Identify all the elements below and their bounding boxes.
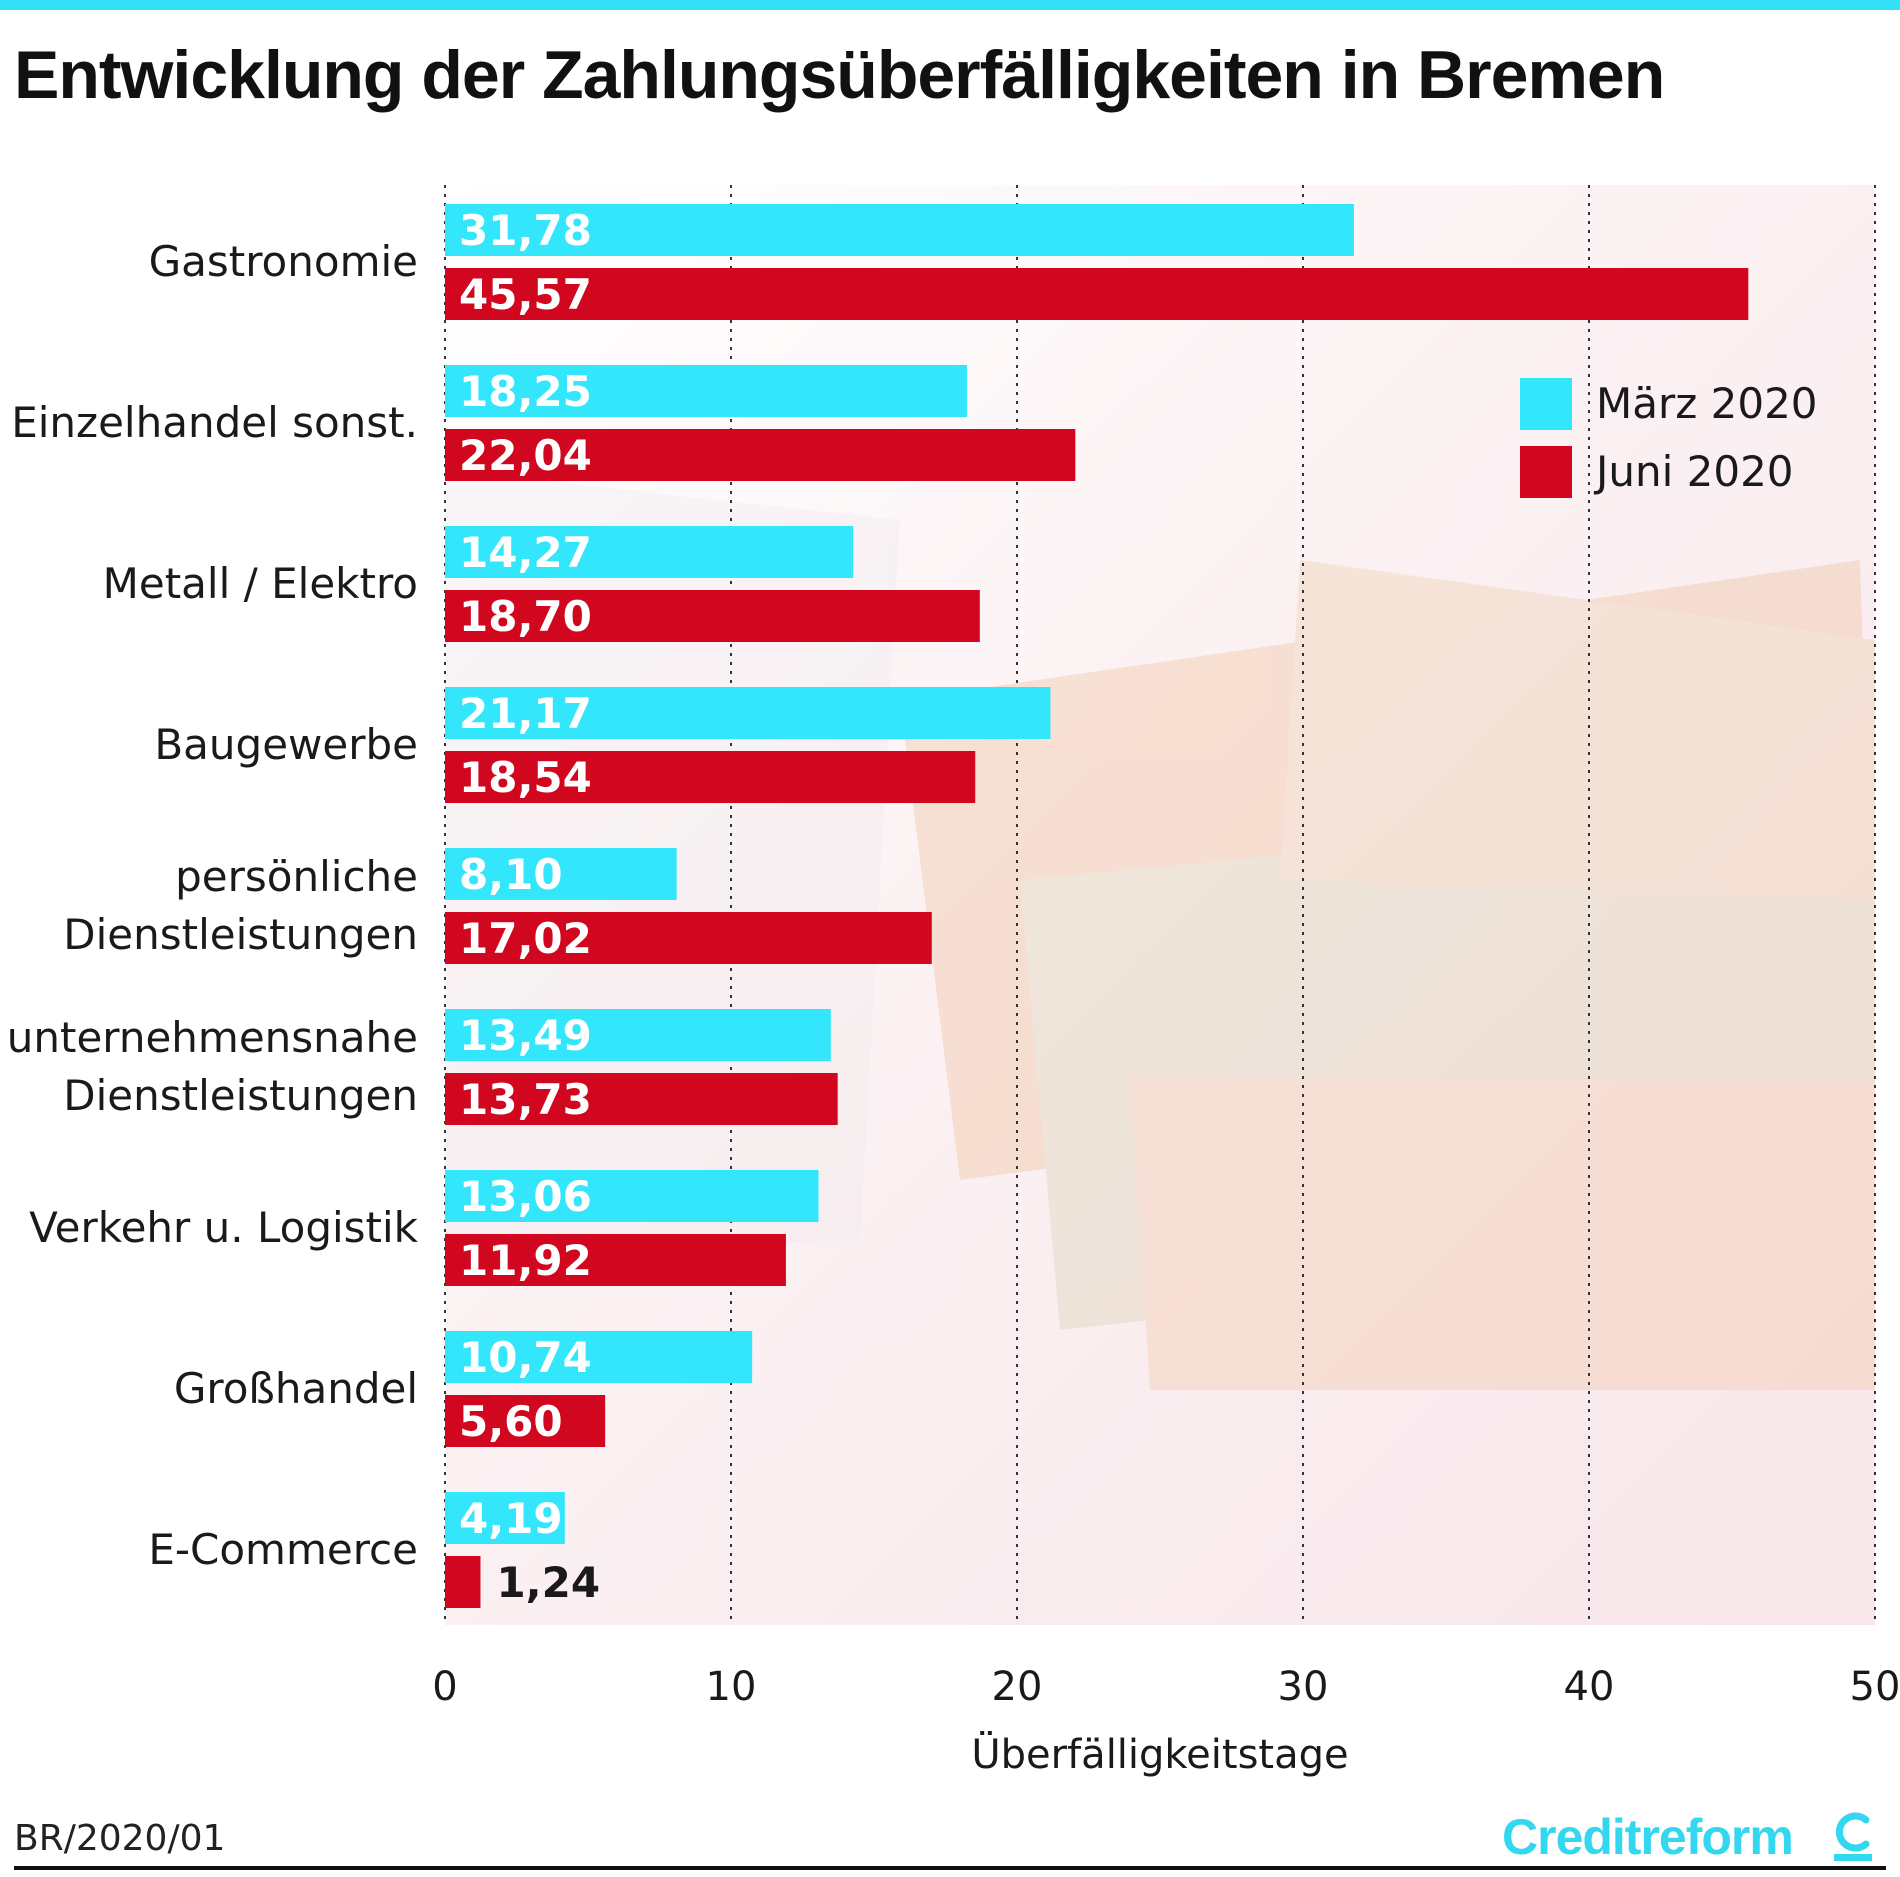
bar-value-label: 18,54 [459,753,592,802]
bar-value-label: 45,57 [459,270,592,319]
bar-march-2020 [445,848,677,900]
logo-text: Creditreform [1502,1809,1794,1865]
source-code: BR/2020/01 [14,1818,226,1859]
x-tick-label: 50 [1850,1664,1900,1710]
category-label: E-Commerce [148,1525,418,1574]
bar-march-2020 [445,1009,831,1061]
bar-june-2020 [445,1556,481,1608]
legend-label: Juni 2020 [1593,447,1794,496]
bar-june-2020 [445,912,932,964]
bottom-rule [14,1866,1886,1870]
bar-value-label: 11,92 [459,1236,592,1285]
bar-march-2020 [445,1492,565,1544]
bar-value-label: 5,60 [459,1397,563,1446]
bar-march-2020 [445,204,1354,256]
x-tick-label: 40 [1564,1664,1615,1710]
x-tick-label: 0 [432,1664,457,1710]
legend-swatch [1520,446,1572,498]
plot-background [445,185,1875,1625]
bar-march-2020 [445,526,854,578]
legend-swatch [1520,378,1572,430]
bar-value-label: 18,25 [459,367,592,416]
bar-value-label: 1,24 [496,1558,600,1607]
bar-value-label: 8,10 [459,850,563,899]
x-tick-label: 10 [706,1664,757,1710]
bar-june-2020 [445,1395,606,1447]
bar-value-label: 31,78 [459,206,592,255]
bar-value-label: 17,02 [459,914,592,963]
bar-value-label: 21,17 [459,689,592,738]
x-axis-title: Überfälligkeitstage [971,1730,1348,1778]
bar-value-label: 22,04 [459,431,592,480]
top-accent-line [0,0,1900,10]
bar-value-label: 13,49 [459,1011,592,1060]
bar-june-2020 [445,429,1076,481]
category-label: Baugewerbe [154,720,418,769]
x-tick-label: 20 [992,1664,1043,1710]
bar-march-2020 [445,365,967,417]
category-label: Metall / Elektro [103,559,418,608]
chart-title: Entwicklung der Zahlungsüberfälligkeiten… [14,37,1665,113]
bar-march-2020 [445,687,1051,739]
bar-value-label: 4,19 [459,1494,563,1543]
bar-june-2020 [445,1234,786,1286]
bar-value-label: 18,70 [459,592,592,641]
category-label: Großhandel [174,1364,418,1413]
bar-june-2020 [445,590,980,642]
logo-mark-icon [1834,1812,1872,1861]
legend-label: März 2020 [1596,379,1818,428]
bar-value-label: 13,73 [459,1075,592,1124]
bar-value-label: 10,74 [459,1333,592,1382]
x-tick-label: 30 [1278,1664,1329,1710]
bar-march-2020 [445,1170,819,1222]
bar-value-label: 13,06 [459,1172,592,1221]
bar-chart: 31,78 45,57 18,25 22,04 14,27 18,70 21,17 18,54… [7,185,1900,1778]
category-label: Einzelhandel sonst. [11,398,418,447]
category-label: persönliche [175,852,418,901]
bar-june-2020 [445,751,976,803]
category-label: unternehmensnahe [7,1013,418,1062]
category-label: Dienstleistungen [63,1071,418,1120]
creditreform-logo: Creditreform [1502,1808,1882,1868]
category-label: Gastronomie [149,237,418,286]
category-label: Dienstleistungen [63,910,418,959]
bar-march-2020 [445,1331,753,1383]
bar-value-label: 14,27 [459,528,592,577]
bar-june-2020 [445,268,1749,320]
bar-june-2020 [445,1073,838,1125]
category-label: Verkehr u. Logistik [29,1203,419,1252]
